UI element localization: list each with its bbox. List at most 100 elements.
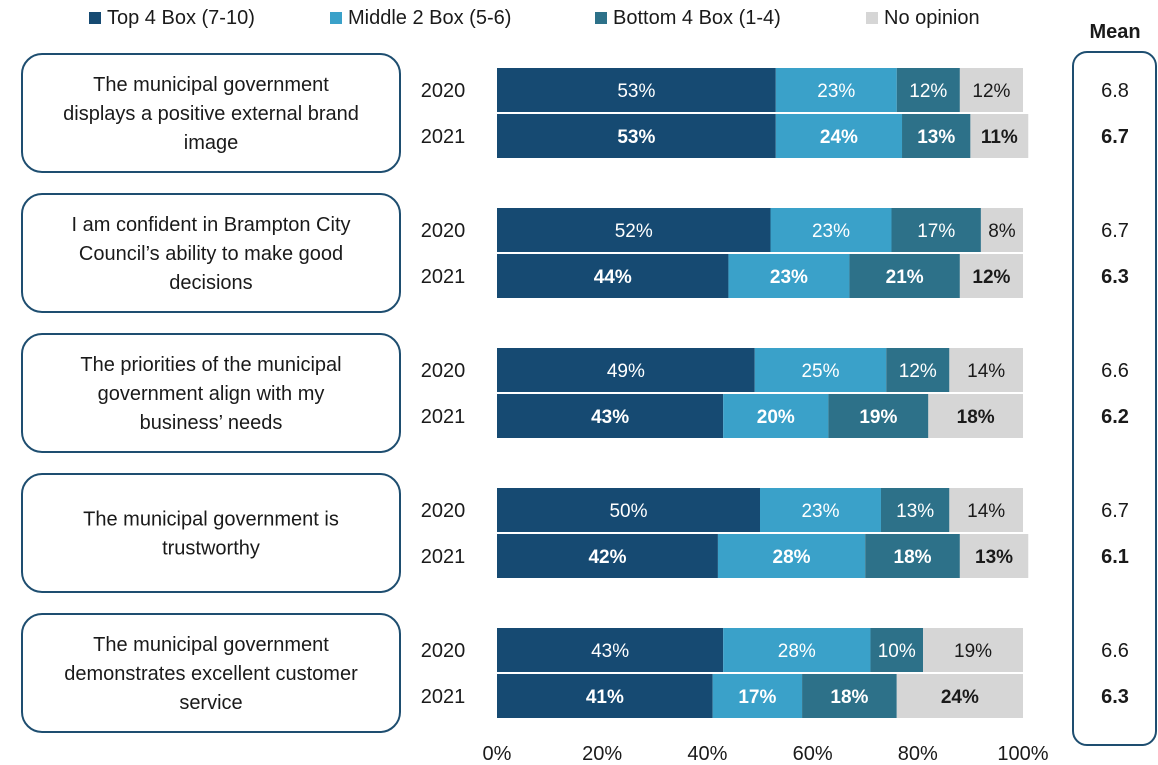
bar-segment bbox=[870, 628, 924, 672]
data-label: 25% bbox=[801, 361, 839, 382]
x-tick-label: 20% bbox=[582, 743, 622, 765]
data-label: 41% bbox=[586, 687, 624, 708]
mean-value: 6.7 bbox=[1101, 500, 1129, 522]
statement-box bbox=[21, 473, 401, 593]
x-tick-label: 80% bbox=[898, 743, 938, 765]
bar-segment bbox=[497, 534, 718, 578]
data-label: 53% bbox=[617, 81, 655, 102]
data-label: 28% bbox=[778, 641, 816, 662]
data-label: 12% bbox=[899, 361, 937, 382]
bar-row: 2021 43% 20% 19% 18% bbox=[421, 394, 1023, 438]
data-label: 13% bbox=[896, 501, 934, 522]
legend-label: Bottom 4 Box (1-4) bbox=[613, 7, 781, 29]
bar-segment bbox=[970, 114, 1029, 158]
statement-group: I am confident in Brampton City Council’s… bbox=[21, 193, 1023, 313]
statement-box bbox=[21, 613, 401, 733]
bar-segment bbox=[828, 394, 929, 438]
bar-segment bbox=[802, 674, 897, 718]
bar-row: 2021 44% 23% 21% 12% bbox=[421, 254, 1023, 298]
data-label: 52% bbox=[615, 221, 653, 242]
bar-segment bbox=[712, 674, 803, 718]
data-label: 13% bbox=[975, 547, 1013, 568]
bar-segment bbox=[896, 68, 960, 112]
data-label: 24% bbox=[941, 687, 979, 708]
x-tick-label: 0% bbox=[483, 743, 512, 765]
statement-text: decisions bbox=[169, 272, 252, 294]
mean-value: 6.6 bbox=[1101, 640, 1129, 662]
mean-value: 6.7 bbox=[1101, 126, 1129, 148]
year-label: 2020 bbox=[421, 360, 466, 382]
statement-text: trustworthy bbox=[162, 538, 260, 560]
bar-segment bbox=[849, 254, 960, 298]
data-label: 50% bbox=[609, 501, 647, 522]
statement-group: The municipal government displays a posit… bbox=[21, 53, 1029, 173]
data-label: 18% bbox=[957, 407, 995, 428]
bar-segment bbox=[896, 674, 1023, 718]
mean-box bbox=[1072, 51, 1157, 746]
statement-group: The priorities of the municipal governmen… bbox=[21, 333, 1023, 453]
bar-segment bbox=[928, 394, 1023, 438]
bar-segment bbox=[497, 114, 776, 158]
legend-label: Top 4 Box (7-10) bbox=[107, 7, 255, 29]
bar-segment bbox=[760, 488, 881, 532]
mean-value: 6.3 bbox=[1101, 266, 1129, 288]
data-label: 19% bbox=[954, 641, 992, 662]
statement-text: The priorities of the municipal bbox=[80, 354, 341, 376]
data-label: 13% bbox=[917, 127, 955, 148]
x-tick-label: 100% bbox=[997, 743, 1048, 765]
bar-row: 2021 42% 28% 18% 13% bbox=[421, 534, 1029, 578]
mean-column: Mean 6.8 6.7 6.7 6.3 6.6 6.2 6.7 6.1 6.6 6.3 bbox=[1072, 21, 1157, 746]
statement-text: The municipal government bbox=[93, 74, 329, 96]
data-label: 24% bbox=[820, 127, 858, 148]
mean-value: 6.6 bbox=[1101, 360, 1129, 382]
data-label: 20% bbox=[757, 407, 795, 428]
data-label: 14% bbox=[967, 361, 1005, 382]
year-label: 2021 bbox=[421, 406, 466, 428]
data-label: 18% bbox=[830, 687, 868, 708]
data-label: 49% bbox=[607, 361, 645, 382]
x-tick-label: 40% bbox=[687, 743, 727, 765]
data-label: 28% bbox=[773, 547, 811, 568]
statement-text: I am confident in Brampton City bbox=[71, 214, 350, 236]
data-label: 12% bbox=[972, 267, 1010, 288]
legend-swatch bbox=[595, 12, 607, 24]
legend-swatch bbox=[330, 12, 342, 24]
bar-segment bbox=[497, 254, 729, 298]
mean-value: 6.2 bbox=[1101, 406, 1129, 428]
bar-segment bbox=[886, 348, 950, 392]
bar-segment bbox=[497, 394, 724, 438]
statement-box bbox=[21, 53, 401, 173]
data-label: 12% bbox=[972, 81, 1010, 102]
bar-segment bbox=[497, 674, 713, 718]
year-label: 2020 bbox=[421, 220, 466, 242]
data-label: 42% bbox=[588, 547, 626, 568]
mean-value: 6.8 bbox=[1101, 80, 1129, 102]
statement-box bbox=[21, 333, 401, 453]
bar-segment bbox=[949, 348, 1023, 392]
bar-segment bbox=[497, 208, 771, 252]
statement-text: displays a positive external brand bbox=[63, 103, 359, 125]
data-label: 23% bbox=[770, 267, 808, 288]
data-label: 43% bbox=[591, 407, 629, 428]
legend-label: No opinion bbox=[884, 7, 980, 29]
bar-segment bbox=[497, 488, 760, 532]
data-label: 53% bbox=[617, 127, 655, 148]
bar-segment bbox=[723, 394, 829, 438]
bar-segment bbox=[497, 68, 776, 112]
year-label: 2020 bbox=[421, 640, 466, 662]
data-label: 19% bbox=[859, 407, 897, 428]
bar-row: 2021 53% 24% 13% 11% bbox=[421, 114, 1029, 158]
year-label: 2021 bbox=[421, 546, 466, 568]
data-label: 23% bbox=[801, 501, 839, 522]
statement-box bbox=[21, 193, 401, 313]
bar-segment bbox=[959, 68, 1023, 112]
bar-segment bbox=[775, 68, 897, 112]
chart-legend: Top 4 Box (7-10) Middle 2 Box (5-6) Bottom… bbox=[89, 7, 980, 29]
data-label: 17% bbox=[917, 221, 955, 242]
bar-segment bbox=[923, 628, 1023, 672]
bar-segment bbox=[902, 114, 971, 158]
statement-text: government align with my bbox=[98, 383, 325, 405]
bar-segment bbox=[949, 488, 1023, 532]
statement-group: The municipal government is trustworthy 20… bbox=[21, 473, 1029, 593]
